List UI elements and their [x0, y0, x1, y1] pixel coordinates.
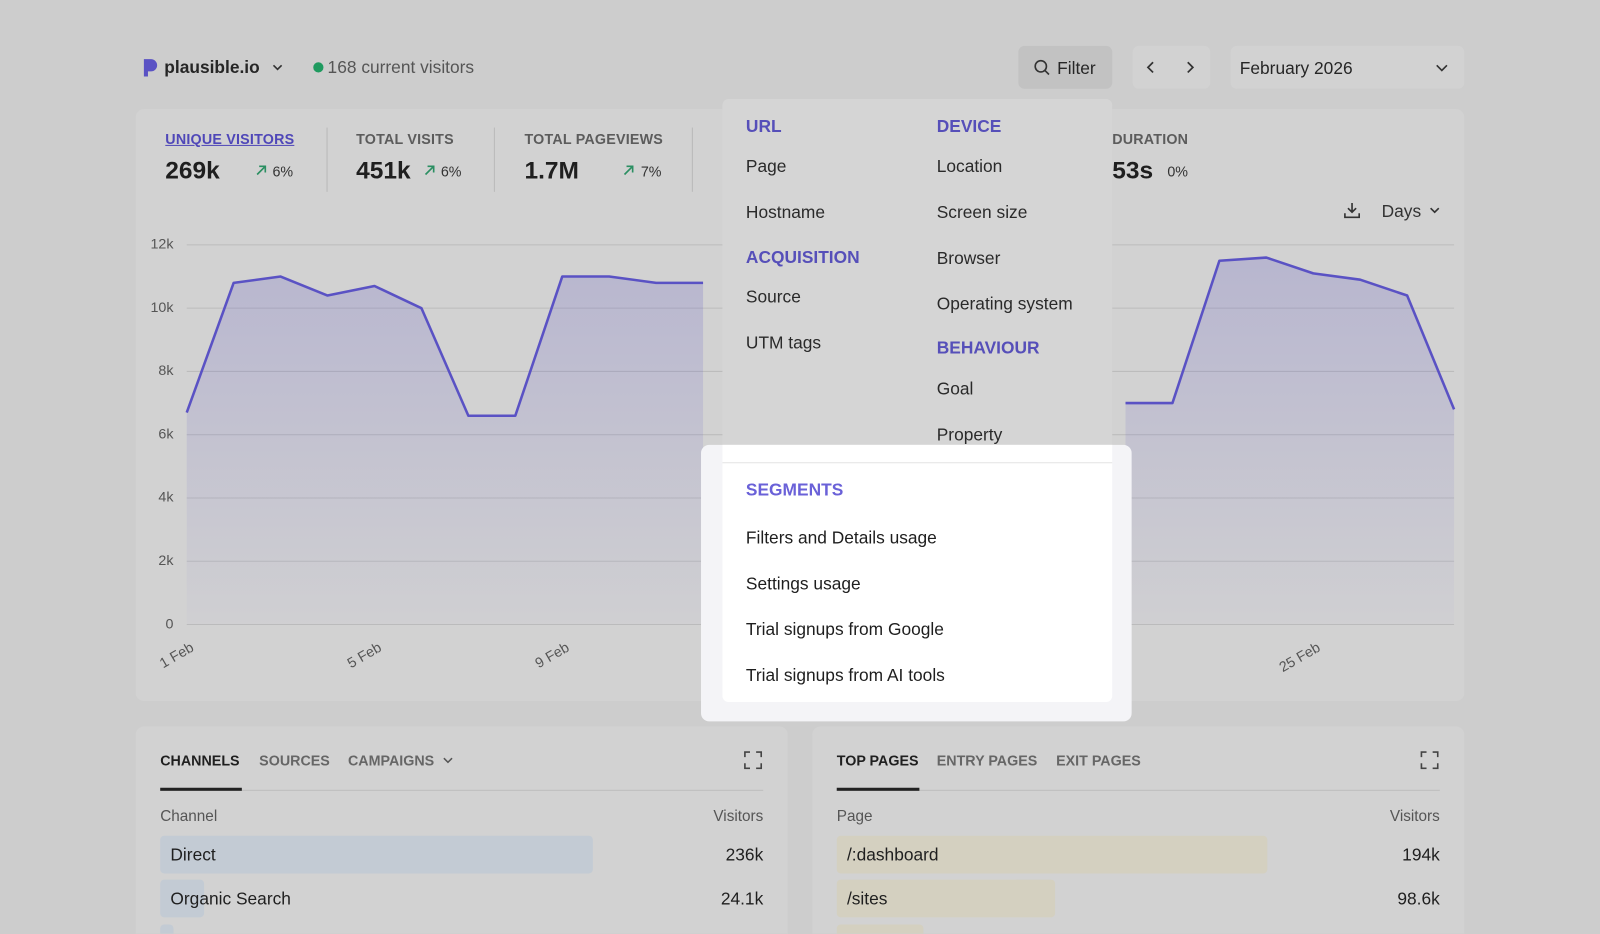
y-tick-label: 4k [158, 490, 174, 506]
row-value: 194k [1402, 846, 1440, 863]
expand-icon[interactable] [1420, 751, 1438, 769]
y-tick-label: 2k [158, 553, 174, 569]
column-header: Visitors [1390, 809, 1440, 824]
menu-item[interactable]: Source [746, 288, 801, 305]
chevron [442, 754, 454, 766]
row-label[interactable]: Direct [170, 846, 215, 863]
menu-item[interactable]: Operating system [937, 295, 1073, 312]
column-header: Visitors [713, 809, 763, 824]
row-value: 24.1k [721, 890, 763, 907]
menu-item[interactable]: Browser [937, 249, 1001, 266]
menu-heading: DEVICE [937, 118, 1002, 135]
menu-item[interactable]: Page [746, 158, 787, 175]
tab[interactable]: CHANNELS [160, 753, 239, 767]
tab-rule [160, 790, 763, 791]
menu-item[interactable]: Goal [937, 380, 974, 397]
menu-item[interactable]: Screen size [937, 204, 1028, 221]
menu-heading: SEGMENTS [746, 481, 843, 498]
segment-item[interactable]: Trial signups from AI tools [746, 667, 945, 684]
row-label[interactable]: /sites [847, 890, 887, 907]
segment-item[interactable]: Settings usage [746, 575, 861, 592]
menu-item[interactable]: Hostname [746, 204, 825, 221]
y-tick-label: 0 [166, 616, 174, 632]
y-tick-label: 6k [158, 426, 174, 442]
menu-item[interactable]: UTM tags [746, 334, 821, 351]
tab[interactable]: TOP PAGES [837, 753, 919, 767]
row-label[interactable]: /:dashboard [847, 846, 939, 863]
tab-rule [837, 790, 1440, 791]
x-tick-label: 1 Feb [157, 640, 197, 672]
y-tick-label: 10k [150, 300, 174, 316]
menu-heading: BEHAVIOUR [937, 339, 1040, 356]
y-tick-label: 12k [150, 237, 174, 253]
tab[interactable]: EXIT PAGES [1056, 753, 1141, 767]
row-value: 236k [726, 846, 764, 863]
row-bar [837, 924, 924, 933]
row-bar [160, 836, 593, 874]
tab-underline [837, 788, 920, 791]
segment-item[interactable]: Trial signups from Google [746, 621, 944, 638]
x-tick-label: 25 Feb [1277, 640, 1324, 676]
tab[interactable]: ENTRY PAGES [937, 753, 1038, 767]
column-header: Page [837, 809, 873, 824]
x-tick-label: 9 Feb [533, 640, 573, 672]
separator [722, 462, 1112, 463]
tab[interactable]: SOURCES [259, 753, 330, 767]
y-tick-label: 8k [158, 363, 174, 379]
menu-item[interactable]: Property [937, 426, 1003, 443]
tab[interactable]: CAMPAIGNS [348, 753, 434, 767]
menu-heading: ACQUISITION [746, 248, 860, 265]
segment-item[interactable]: Filters and Details usage [746, 529, 937, 546]
x-tick-label: 5 Feb [345, 640, 385, 672]
menu-heading: URL [746, 118, 782, 135]
row-bar [160, 924, 173, 933]
column-header: Channel [160, 809, 217, 824]
menu-item[interactable]: Location [937, 158, 1003, 175]
row-value: 98.6k [1397, 890, 1439, 907]
row-label[interactable]: Organic Search [170, 890, 291, 907]
tab-underline [160, 788, 242, 791]
expand-icon[interactable] [744, 751, 762, 769]
